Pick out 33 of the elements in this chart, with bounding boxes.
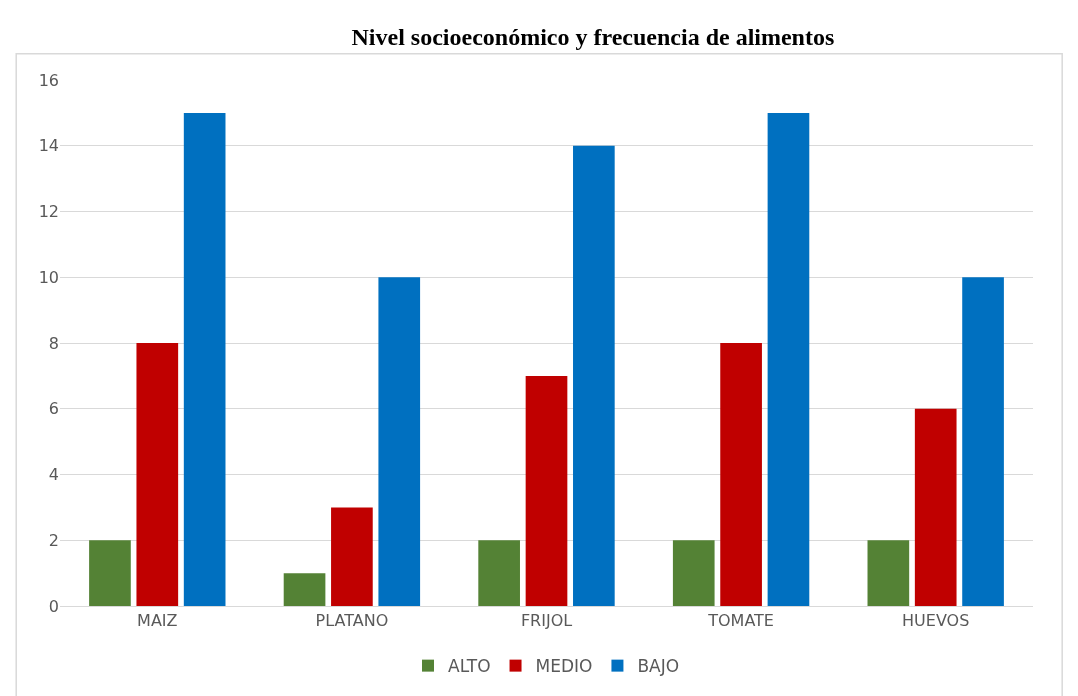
y-tick-label: 16 xyxy=(38,70,59,90)
legend-label: MEDIO xyxy=(535,656,593,677)
legend-label: BAJO xyxy=(637,656,680,677)
x-tick-label: PLATANO xyxy=(315,611,389,631)
y-tick-label: 2 xyxy=(48,530,59,550)
bar xyxy=(914,408,957,606)
x-tick-label: HUEVOS xyxy=(902,611,970,631)
bar xyxy=(331,507,373,606)
y-tick-label: 0 xyxy=(48,596,59,616)
legend-label: ALTO xyxy=(448,656,491,677)
x-tick-label: MAIZ xyxy=(137,611,178,631)
x-tick-label: TOMATE xyxy=(707,611,774,631)
y-tick-label: 8 xyxy=(48,333,59,353)
bar xyxy=(283,573,326,606)
bar xyxy=(573,145,615,606)
y-tick-label: 12 xyxy=(38,202,59,222)
bar xyxy=(720,343,762,606)
bar xyxy=(867,540,910,606)
y-tick-label: 10 xyxy=(38,267,59,287)
bar xyxy=(525,375,568,606)
bar xyxy=(478,540,520,606)
bar xyxy=(962,277,1004,606)
bar xyxy=(89,540,131,606)
bar xyxy=(378,277,421,606)
bar xyxy=(767,112,810,606)
y-tick-label: 6 xyxy=(48,399,59,419)
bar xyxy=(183,112,226,606)
chart-title: Nivel socioeconómico y frecuencia de alimentos xyxy=(351,23,835,50)
bar xyxy=(672,540,715,606)
bar xyxy=(136,343,179,606)
x-tick-label: FRIJOL xyxy=(520,611,573,631)
y-tick-label: 14 xyxy=(38,136,59,156)
y-tick-label: 4 xyxy=(48,465,59,485)
